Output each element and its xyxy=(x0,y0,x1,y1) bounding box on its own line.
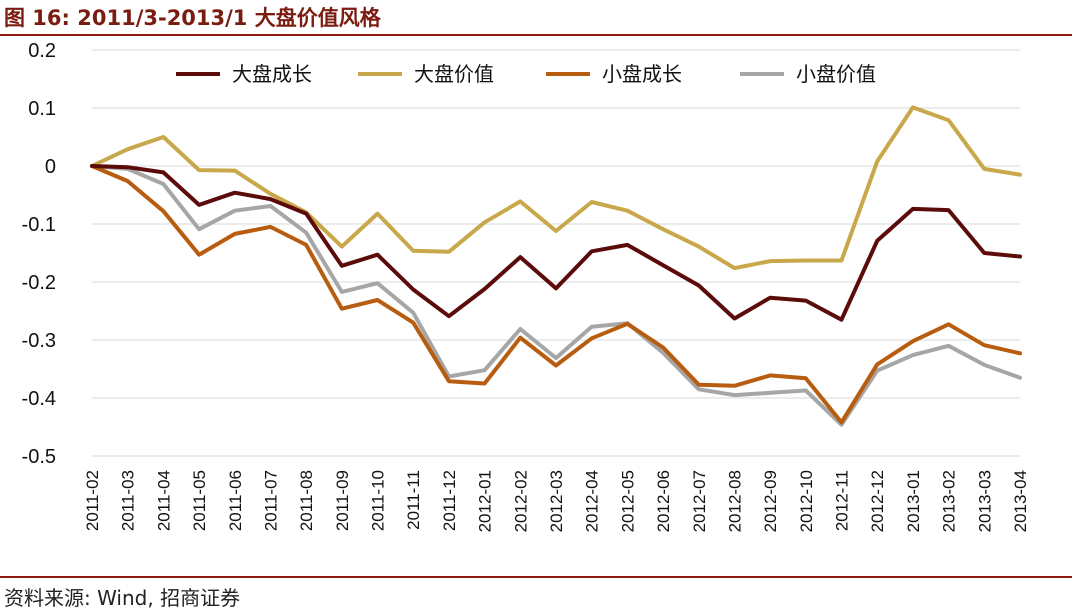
legend-label: 大盘价值 xyxy=(414,62,494,86)
y-tick-label: -0.3 xyxy=(22,330,56,352)
x-tick-label: 2013-04 xyxy=(1011,470,1030,532)
y-tick-label: 0.1 xyxy=(28,98,56,120)
source-note: 资料来源: Wind, 招商证券 xyxy=(4,586,241,610)
x-tick-label: 2011-02 xyxy=(83,470,102,531)
x-tick-label: 2011-03 xyxy=(119,470,138,531)
x-tick-label: 2011-04 xyxy=(154,470,173,531)
x-tick-label: 2012-11 xyxy=(833,470,852,531)
figure-title: 图 16: 2011/3-2013/1 大盘价值风格 xyxy=(4,6,381,30)
x-tick-label: 2012-03 xyxy=(547,470,566,532)
series-line-1 xyxy=(90,164,1022,322)
x-tick-label: 2012-06 xyxy=(654,470,673,532)
x-tick-label: 2012-10 xyxy=(797,470,816,532)
x-tick-label: 2012-09 xyxy=(761,470,780,532)
footer-rule xyxy=(0,576,1072,578)
legend-label: 小盘成长 xyxy=(602,62,682,86)
series-line-2 xyxy=(90,105,1022,271)
x-tick-label: 2012-04 xyxy=(583,470,602,532)
y-tick-label: -0.1 xyxy=(22,214,56,236)
x-tick-label: 2011-09 xyxy=(333,470,352,531)
x-tick-label: 2011-06 xyxy=(226,470,245,531)
x-axis-ticks: 2011-02 2011-03 2011-04 2011-05 2011-06 2011-… xyxy=(83,470,1030,532)
x-tick-label: 2013-03 xyxy=(975,470,994,532)
x-tick-label: 2012-05 xyxy=(618,470,637,532)
series-line-3 xyxy=(90,164,1022,425)
x-tick-label: 2012-08 xyxy=(725,470,744,532)
series-line-4 xyxy=(90,164,1022,427)
x-tick-label: 2011-12 xyxy=(440,470,459,531)
y-axis-ticks: 0.2 0.1 0 -0.1 -0.2 -0.3 -0.4 -0.5 xyxy=(22,40,56,468)
series-lines xyxy=(90,105,1022,427)
legend-label: 大盘成长 xyxy=(232,62,312,86)
y-tick-label: -0.5 xyxy=(22,446,56,468)
legend-label: 小盘价值 xyxy=(796,62,876,86)
y-tick-label: -0.2 xyxy=(22,272,56,294)
x-tick-label: 2013-01 xyxy=(904,470,923,532)
x-tick-label: 2011-10 xyxy=(369,470,388,531)
x-tick-label: 2011-05 xyxy=(190,470,209,531)
x-tick-label: 2012-02 xyxy=(511,470,530,532)
y-tick-label: -0.4 xyxy=(22,388,56,410)
x-tick-label: 2012-01 xyxy=(476,470,495,532)
x-tick-label: 2011-11 xyxy=(404,470,423,530)
y-tick-label: 0 xyxy=(45,156,56,178)
legend: 大盘成长 大盘价值 小盘成长 小盘价值 xyxy=(176,62,876,86)
x-tick-label: 2012-07 xyxy=(690,470,709,532)
x-tick-label: 2013-02 xyxy=(940,470,959,532)
y-tick-label: 0.2 xyxy=(28,40,56,62)
x-tick-label: 2012-12 xyxy=(868,470,887,532)
x-tick-label: 2011-07 xyxy=(261,470,280,531)
x-tick-label: 2011-08 xyxy=(297,470,316,531)
gridlines xyxy=(92,49,1020,457)
title-rule xyxy=(0,34,1072,36)
